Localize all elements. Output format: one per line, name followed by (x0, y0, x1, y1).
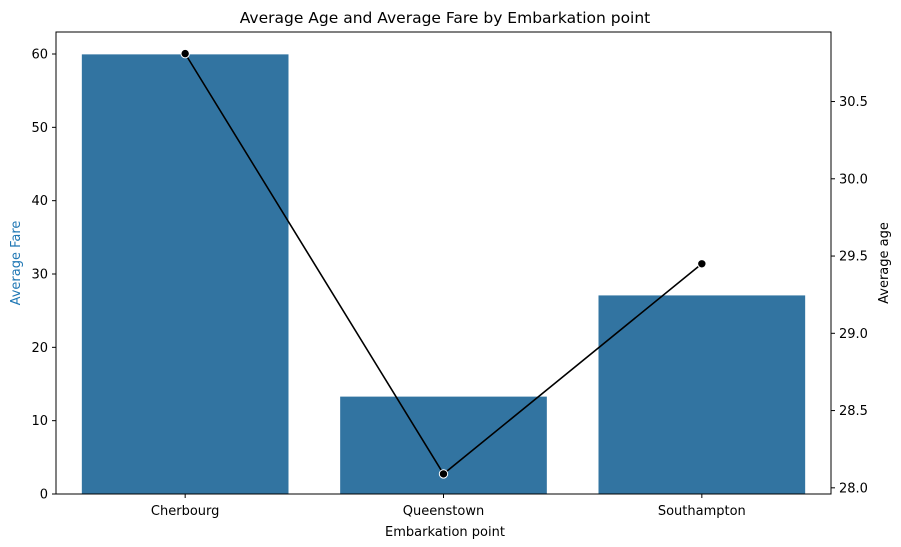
bars-layer (81, 54, 806, 494)
y-tick-label: 60 (31, 48, 48, 63)
x-tick-label: Queenstown (403, 504, 484, 519)
right-y-axis: 28.0 28.5 29.0 29.5 30.0 30.5 (831, 95, 868, 496)
y2-tick-label: 30.5 (839, 95, 868, 110)
left-y-axis-label: Average Fare (9, 221, 24, 306)
bar-southampton (598, 295, 806, 494)
bar-queenstown (340, 396, 547, 494)
average-age-point-queenstown (438, 469, 449, 479)
y-tick-label: 0 (40, 488, 48, 503)
x-axis: Cherbourg Queenstown Southampton (151, 494, 746, 519)
y-tick-label: 30 (31, 268, 48, 283)
x-tick-label: Southampton (658, 504, 746, 519)
right-y-axis-label: Average age (877, 222, 892, 304)
y-tick-label: 40 (31, 194, 48, 209)
y2-tick-label: 29.0 (839, 327, 868, 342)
x-axis-label: Embarkation point (385, 525, 505, 540)
y2-tick-label: 28.0 (839, 481, 868, 496)
left-y-axis: 0 10 20 30 40 50 60 (31, 48, 56, 503)
line-layer (180, 48, 707, 479)
y2-tick-label: 29.5 (839, 250, 868, 265)
average-age-point-cherbourg (180, 48, 190, 59)
chart-title: Average Age and Average Fare by Embarkat… (240, 9, 651, 27)
y2-tick-label: 30.0 (839, 172, 868, 187)
x-tick-label: Cherbourg (151, 504, 219, 519)
y-tick-label: 20 (31, 341, 48, 356)
y-tick-label: 10 (31, 414, 48, 429)
y2-tick-label: 28.5 (839, 404, 868, 419)
y-tick-label: 50 (31, 121, 48, 136)
average-age-point-southampton (697, 259, 707, 269)
bar-cherbourg (81, 54, 289, 494)
